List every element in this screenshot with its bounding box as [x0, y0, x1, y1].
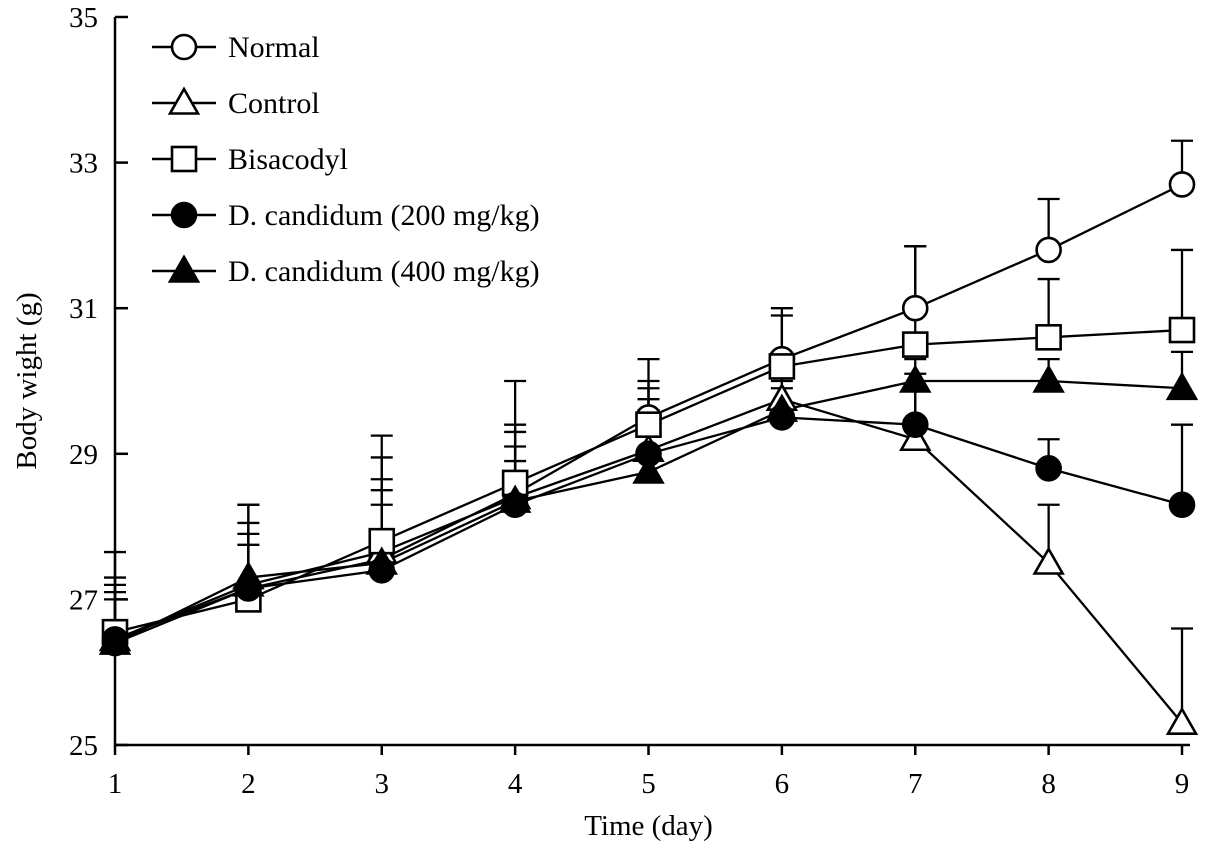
data-point-marker [232, 560, 265, 590]
y-tick-label: 31 [69, 293, 98, 325]
data-point-marker [1035, 236, 1062, 264]
data-point-marker [1035, 455, 1062, 482]
data-point-marker [901, 331, 929, 358]
x-tick-label: 1 [108, 768, 123, 800]
legend-marker-square [170, 145, 198, 173]
data-point-marker [1168, 171, 1196, 198]
series-markers-d-candidum-200-mg-kg [101, 404, 1196, 653]
legend-item-bisacodyl: Bisacodyl [152, 143, 348, 176]
data-point-marker [98, 626, 132, 655]
data-point-marker [765, 393, 799, 422]
data-point-marker [632, 455, 665, 484]
data-point-marker [901, 411, 929, 438]
series-markers-d-candidum-400-mg-kg [98, 364, 1199, 655]
legend-label: Control [228, 87, 320, 120]
legend-item-normal: Normal [152, 31, 320, 64]
data-point-marker [635, 411, 662, 438]
legend-item-d-candidum-400-mg-kg: D. candidum (400 mg/kg) [152, 254, 540, 288]
data-point-marker [1168, 491, 1196, 519]
legend-marker-circle [170, 33, 198, 61]
data-point-marker [1165, 706, 1199, 735]
x-axis-title: Time (day) [584, 810, 713, 842]
legend: Normal Control Bisacodyl D. candidum (200 m… [152, 31, 540, 288]
data-point-marker [368, 527, 396, 555]
y-tick-label: 29 [69, 439, 98, 471]
y-tick-label: 25 [69, 730, 98, 762]
series-markers-layer [98, 171, 1199, 735]
y-tick-label: 35 [69, 2, 98, 34]
data-point-marker [1168, 316, 1196, 344]
data-point-marker [768, 353, 796, 380]
data-point-marker [901, 294, 929, 322]
data-point-marker [498, 484, 532, 513]
legend-label: D. candidum (200 mg/kg) [228, 199, 540, 232]
legend-label: Normal [228, 31, 320, 64]
y-tick-label: 33 [69, 148, 98, 180]
legend-item-control: Control [152, 86, 320, 120]
x-tick-label: 6 [775, 768, 790, 800]
x-tick-label: 9 [1175, 768, 1190, 800]
y-axis-title: Body wight (g) [11, 292, 43, 469]
x-tick-label: 2 [241, 768, 256, 800]
x-tick-label: 5 [641, 768, 656, 800]
legend-marker-triangle [167, 86, 201, 115]
legend-label: Bisacodyl [228, 143, 348, 176]
data-point-marker [365, 546, 398, 575]
data-point-marker [1035, 324, 1062, 351]
x-tick-label: 4 [508, 768, 523, 800]
data-point-marker [1165, 371, 1199, 401]
data-point-marker [1032, 546, 1065, 575]
legend-marker-triangle [167, 254, 201, 283]
legend-label: D. candidum (400 mg/kg) [228, 255, 540, 288]
data-point-marker [899, 364, 932, 393]
x-tick-label: 7 [908, 768, 923, 800]
data-point-marker [1032, 364, 1065, 393]
x-tick-label: 3 [375, 768, 390, 800]
legend-item-d-candidum-200-mg-kg: D. candidum (200 mg/kg) [152, 199, 540, 232]
legend-marker-circle [170, 201, 198, 229]
x-tick-label: 8 [1041, 768, 1056, 800]
y-tick-label: 27 [69, 584, 98, 616]
